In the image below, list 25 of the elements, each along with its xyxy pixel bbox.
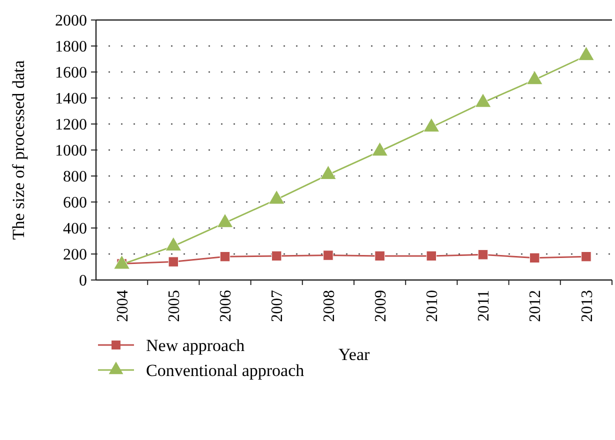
y-tick-label: 1800 [55,38,87,56]
y-tick-label: 1400 [55,90,87,108]
x-tick-label: 2005 [166,290,183,322]
y-tick-label: 1600 [55,64,87,82]
legend-label: New approach [146,336,246,355]
y-axis-title: The size of processed data [9,60,28,240]
x-tick-label: 2006 [218,290,235,322]
legend-label: Conventional approach [146,360,305,380]
x-tick-label: 2009 [372,290,390,322]
y-tick-label: 400 [63,220,87,238]
y-tick-label: 2000 [55,12,87,30]
y-tick-label: 1200 [55,116,87,134]
y-tick-label: 200 [63,246,87,264]
x-tick-label: 2007 [269,290,286,322]
y-tick-label: 800 [63,168,87,186]
x-tick-label: 2010 [424,290,441,322]
y-tick-label: 0 [79,272,87,290]
x-tick-label: 2004 [114,290,132,322]
x-tick-label: 2013 [578,290,596,322]
x-tick-label: 2008 [320,290,338,322]
x-tick-label: 2011 [476,290,493,322]
y-tick-label: 1000 [55,142,87,160]
x-tick-label: 2012 [527,290,544,322]
y-tick-label: 600 [63,194,87,212]
x-axis-title: Year [338,345,370,364]
